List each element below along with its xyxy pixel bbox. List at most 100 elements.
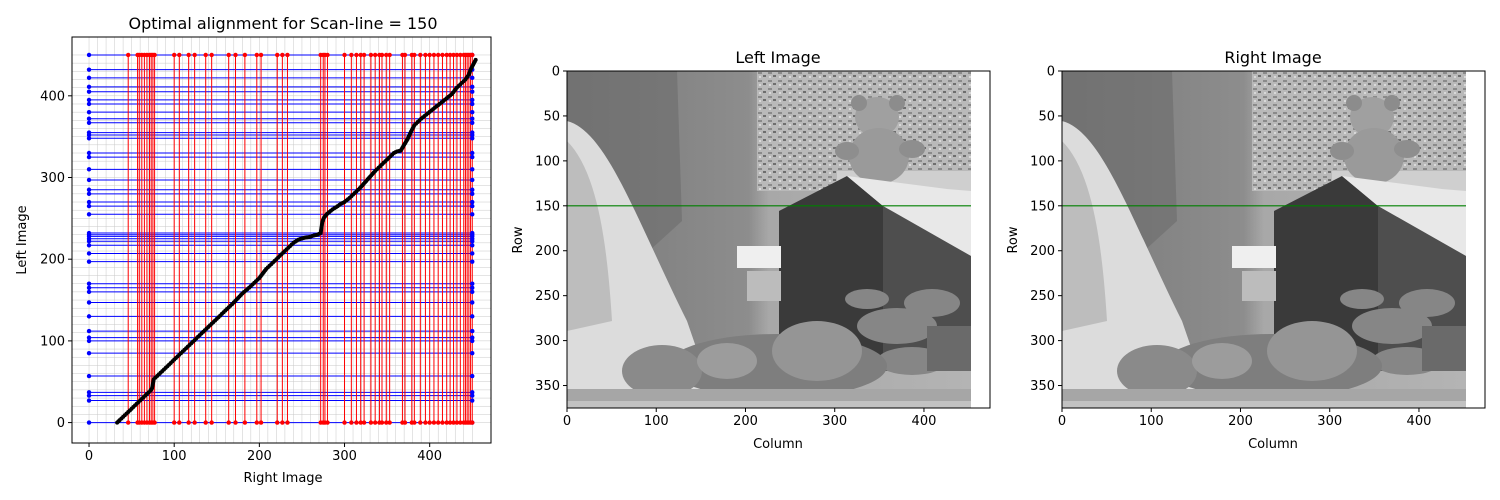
right-occlusion-marker (226, 420, 231, 425)
y-tick-label: 50 (543, 109, 560, 124)
left-occlusion-marker (86, 67, 92, 72)
right-occlusion-marker (325, 420, 330, 425)
right-occlusion-marker (342, 52, 347, 58)
alignment-x-label: Right Image (243, 471, 322, 486)
left-occlusion-marker (470, 390, 475, 395)
right-occlusion-marker (258, 420, 264, 425)
left-occlusion-marker (470, 109, 475, 115)
right-occlusion-marker (354, 52, 359, 58)
right-occlusion-marker (372, 420, 378, 425)
left-occlusion-marker (86, 199, 92, 205)
x-tick-label: 100 (1139, 414, 1164, 429)
left-occlusion-marker (86, 109, 92, 115)
left-occlusion-marker (470, 338, 475, 344)
x-tick-label: 400 (417, 449, 442, 464)
left-occlusion-marker (86, 335, 92, 340)
left-image-x-label: Column (753, 437, 803, 452)
right-occlusion-marker (423, 420, 428, 425)
right-occlusion-marker (447, 420, 453, 425)
matched-point (473, 57, 478, 62)
right-occlusion-marker (379, 52, 385, 58)
y-tick-label: 50 (1038, 109, 1055, 124)
left-occlusion-marker (470, 230, 475, 236)
left-occlusion-marker (470, 199, 475, 205)
right-occlusion-marker (285, 420, 290, 425)
right-occlusion-marker (427, 420, 432, 425)
x-tick-label: 100 (644, 414, 669, 429)
left-occlusion-marker (470, 191, 475, 197)
right-image (1062, 71, 1466, 408)
y-tick-label: 250 (1030, 289, 1055, 304)
left-image-panel: 0 100 200 300 400 0 50 100 150 200 250 300 350 Left… (511, 48, 991, 452)
right-occlusion-marker (470, 420, 475, 425)
left-occlusion-marker (470, 398, 475, 403)
right-occlusion-marker (361, 420, 367, 425)
left-occlusion-marker (470, 120, 475, 125)
left-occlusion-marker (470, 116, 475, 121)
left-occlusion-marker (86, 285, 92, 290)
left-occlusion-marker (86, 203, 92, 209)
left-occlusion-marker (470, 350, 475, 356)
left-occlusion-marker (86, 167, 92, 172)
left-occlusion-marker (86, 212, 92, 217)
right-occlusion-marker (435, 52, 441, 58)
alignment-plot-frame (71, 36, 492, 444)
right-occlusion-marker (349, 52, 354, 58)
left-occlusion-marker (470, 101, 475, 107)
left-occlusion-marker (86, 281, 92, 286)
right-occlusion-marker (412, 420, 417, 425)
x-tick-label: 400 (1407, 414, 1432, 429)
right-occlusion-marker (451, 420, 456, 425)
x-tick-label: 300 (1317, 414, 1342, 429)
right-occlusion-marker (358, 420, 363, 425)
right-occlusion-marker (444, 52, 449, 58)
x-tick-label: 0 (1058, 414, 1066, 429)
x-tick-label: 0 (85, 449, 93, 464)
right-occlusion-marker (431, 52, 437, 58)
left-occlusion-marker (470, 187, 475, 192)
right-occlusion-marker (285, 52, 290, 58)
x-tick-label: 300 (332, 449, 357, 464)
right-occlusion-marker (152, 420, 157, 425)
left-occlusion-marker (470, 154, 475, 160)
left-occlusion-marker (470, 75, 475, 81)
right-occlusion-marker (470, 52, 475, 58)
right-occlusion-marker (379, 420, 385, 425)
right-occlusion-marker (275, 420, 280, 425)
y-tick-label: 350 (1030, 379, 1055, 394)
left-occlusion-marker (470, 314, 475, 319)
right-occlusion-marker (126, 52, 131, 58)
right-occlusion-marker (203, 52, 208, 58)
right-image-panel: 0 100 200 300 400 0 50 100 150 200 250 300 350 Righ… (1006, 48, 1486, 452)
left-occlusion-marker (470, 212, 475, 217)
y-tick-label: 100 (40, 334, 65, 349)
right-occlusion-lines (127, 54, 473, 423)
y-tick-label: 100 (535, 154, 560, 169)
x-tick-label: 0 (563, 414, 571, 429)
left-occlusion-marker (86, 420, 92, 425)
right-occlusion-marker (418, 52, 423, 58)
left-occlusion-marker (86, 191, 92, 197)
right-occlusion-marker (454, 420, 460, 425)
left-occlusion-marker (86, 350, 92, 356)
left-occlusion-marker (470, 251, 475, 256)
left-occlusion-marker (470, 136, 475, 141)
right-occlusion-marker (192, 52, 197, 58)
right-occlusion-marker (226, 52, 231, 58)
y-tick-label: 200 (535, 244, 560, 259)
right-occlusion-marker (242, 52, 248, 58)
left-occlusion-marker (470, 259, 475, 264)
left-occlusion-marker (86, 243, 92, 248)
right-image-x-ticks: 0 100 200 300 400 (1058, 408, 1432, 429)
right-occlusion-marker (358, 52, 363, 58)
right-occlusion-marker (412, 52, 417, 58)
matched-path (115, 57, 478, 425)
y-tick-label: 300 (40, 171, 65, 186)
right-occlusion-marker (275, 52, 280, 58)
left-occlusion-marker (86, 289, 92, 295)
left-occlusion-marker (86, 328, 92, 334)
right-occlusion-marker (258, 52, 264, 58)
right-occlusion-marker (171, 52, 177, 58)
right-occlusion-marker (451, 52, 456, 58)
right-occlusion-marker (177, 420, 182, 425)
